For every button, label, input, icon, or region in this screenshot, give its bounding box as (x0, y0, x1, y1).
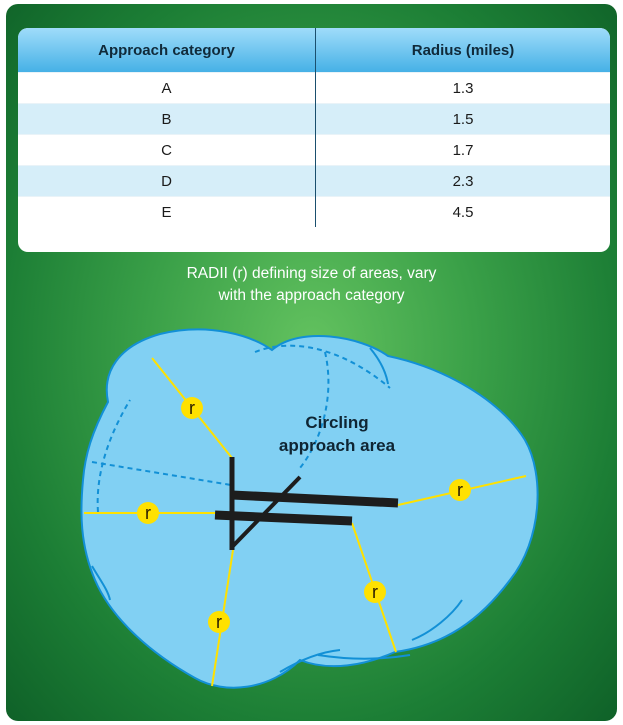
radius-marker: r (181, 397, 203, 419)
radius-cell: 1.3 (315, 72, 610, 104)
radius-cell: 2.3 (315, 165, 610, 197)
radius-marker: r (364, 581, 386, 603)
radius-marker: r (137, 502, 159, 524)
inner-arc-dashed (96, 399, 131, 513)
radius-cell: 4.5 (315, 196, 610, 227)
inner-arc (317, 654, 411, 660)
category-cell: B (18, 103, 316, 135)
radius-marker-circle (364, 581, 386, 603)
radius-marker: r (208, 611, 230, 633)
radius-marker: r (449, 479, 471, 501)
diagram-panel: Approach category Radius (miles) A 1.3 B… (6, 4, 617, 721)
area-label-line-2: approach area (279, 436, 396, 455)
radius-cell: 1.7 (315, 134, 610, 166)
runways (214, 457, 399, 550)
caption-line-1: RADII (r) defining size of areas, vary (186, 265, 437, 282)
radius-markers: r r r r r (137, 397, 471, 633)
category-cell: A (18, 72, 316, 104)
area-label-line-1: Circling (305, 413, 368, 432)
radius-marker-circle (208, 611, 230, 633)
radius-marker-label: r (145, 503, 151, 523)
inner-arc (411, 599, 463, 641)
inner-arc (91, 565, 111, 601)
diagram-caption: RADII (r) defining size of areas, vary w… (6, 263, 617, 307)
inner-arc (369, 347, 389, 385)
runway (230, 475, 302, 549)
table-row: C 1.7 (18, 134, 610, 166)
approach-radius-table: Approach category Radius (miles) A 1.3 B… (18, 28, 610, 227)
radius-marker-circle (449, 479, 471, 501)
inner-arc-dashed (254, 344, 391, 389)
circling-approach-area (80, 328, 539, 689)
inner-line-dashed (91, 461, 232, 486)
radius-cell: 1.5 (315, 103, 610, 135)
circling-area-diagram: r r r r r Circling approach area (80, 328, 539, 689)
category-cell: E (18, 196, 316, 227)
table-row: A 1.3 (18, 72, 610, 104)
radius-marker-circle (181, 397, 203, 419)
radius-marker-label: r (372, 582, 378, 602)
caption-line-2: with the approach category (218, 287, 405, 304)
category-cell: C (18, 134, 316, 166)
radius-marker-label: r (457, 480, 463, 500)
header-radius: Radius (miles) (315, 28, 610, 73)
runway (231, 490, 399, 508)
inner-arc-dashed (299, 351, 330, 469)
table-row: E 4.5 (18, 196, 610, 227)
radius-marker-label: r (216, 612, 222, 632)
runway (214, 510, 353, 526)
table-row: D 2.3 (18, 165, 610, 197)
radius-table: Approach category Radius (miles) A 1.3 B… (18, 28, 610, 252)
inner-arc (279, 649, 341, 673)
radius-marker-circle (137, 502, 159, 524)
table-row: B 1.5 (18, 103, 610, 135)
radius-marker-label: r (189, 398, 195, 418)
table-header-row: Approach category Radius (miles) (18, 28, 610, 73)
header-approach-category: Approach category (18, 28, 316, 73)
category-cell: D (18, 165, 316, 197)
